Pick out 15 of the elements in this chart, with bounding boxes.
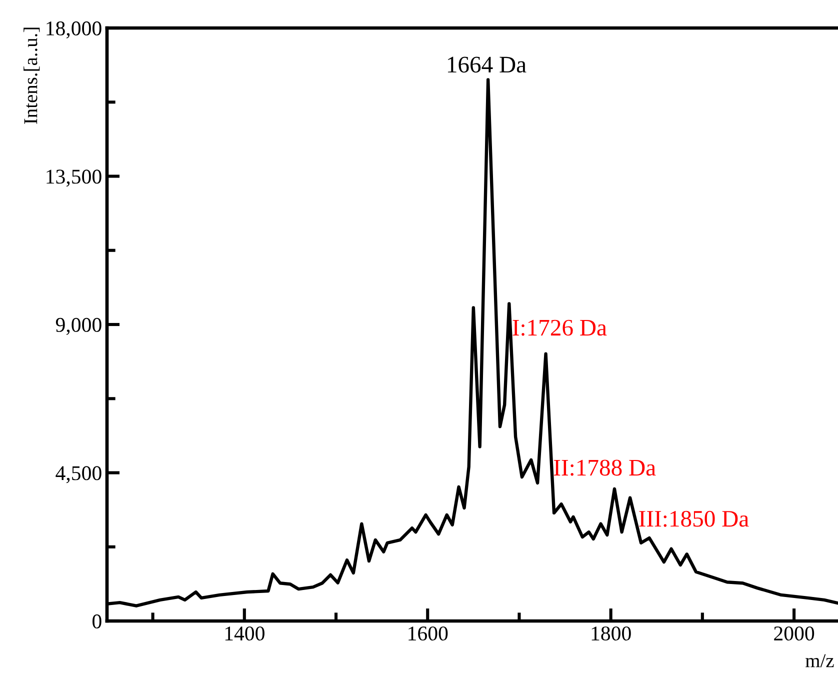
- x-tick-label: 1400: [225, 626, 264, 641]
- x-tick-label: 1800: [592, 626, 631, 641]
- x-axis-title: m/z: [806, 654, 834, 668]
- x-tick-label: 1600: [408, 626, 448, 641]
- y-axis-title: Intens.[a..u.]: [24, 28, 40, 124]
- y-tick-label: 0: [92, 614, 102, 628]
- y-tick-label: 13,500: [46, 170, 102, 187]
- annotation: 1664 Da: [448, 56, 526, 73]
- x-tick-label: 2000: [774, 626, 814, 641]
- annotation: I:1726 Da: [512, 320, 607, 336]
- y-tick-label: 4,500: [56, 466, 102, 484]
- annotation: III:1850 Da: [639, 510, 749, 527]
- y-tick-label: 18,000: [46, 21, 102, 38]
- annotation: II:1788 Da: [554, 460, 656, 476]
- y-tick-label: 9,000: [56, 318, 102, 335]
